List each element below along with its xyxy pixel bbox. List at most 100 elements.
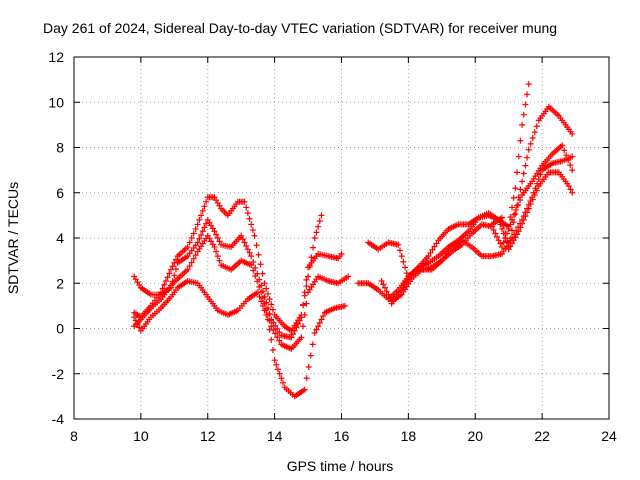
data-point: [196, 235, 203, 242]
data-point: [248, 253, 255, 260]
data-point: [497, 221, 504, 228]
data-point: [305, 273, 312, 280]
data-point: [509, 240, 516, 247]
data-point: [527, 140, 534, 147]
data-point: [132, 317, 139, 324]
series-9: [488, 169, 576, 253]
data-point: [303, 375, 310, 382]
data-point: [433, 240, 440, 247]
data-point: [499, 244, 505, 251]
data-point: [535, 176, 542, 183]
data-point: [266, 296, 273, 303]
data-point: [190, 255, 197, 262]
data-point: [505, 246, 512, 253]
series-1: [131, 194, 325, 334]
data-point: [244, 210, 251, 217]
y-axis-label: SDTVAR / TECUs: [5, 182, 21, 294]
data-point: [385, 291, 392, 298]
data-point: [303, 276, 310, 283]
data-point: [303, 283, 310, 290]
data-point: [307, 352, 314, 359]
data-point: [520, 216, 527, 223]
data-point: [514, 202, 521, 209]
data-point: [252, 273, 259, 280]
data-point: [561, 147, 568, 154]
data-point: [246, 249, 253, 256]
data-point: [199, 207, 206, 214]
y-tick-label: 10: [48, 94, 64, 110]
data-point: [259, 294, 266, 301]
data-point: [509, 216, 516, 223]
data-point: [522, 213, 529, 220]
data-point: [194, 221, 201, 228]
data-point: [403, 270, 410, 277]
data-point: [513, 206, 520, 213]
data-point: [517, 196, 524, 203]
data-point: [431, 243, 438, 250]
data-point: [276, 337, 283, 344]
data-point: [279, 379, 286, 386]
series-3: [131, 232, 352, 352]
data-point: [569, 167, 576, 174]
data-point: [308, 254, 315, 261]
data-point: [250, 258, 257, 265]
data-point: [298, 334, 305, 341]
y-tick-label: -2: [52, 366, 65, 382]
x-tick-label: 10: [133, 428, 149, 444]
data-point: [239, 236, 246, 243]
y-tick-label: 0: [56, 321, 64, 337]
data-point: [201, 203, 208, 210]
data-point: [383, 288, 390, 295]
data-point: [515, 201, 522, 208]
x-tick-label: 14: [267, 428, 283, 444]
data-point: [268, 323, 275, 330]
data-point: [300, 323, 307, 330]
data-point: [509, 204, 516, 211]
data-point: [565, 182, 572, 189]
x-tick-label: 8: [70, 428, 78, 444]
data-point: [510, 194, 517, 201]
data-point: [190, 230, 197, 237]
data-point: [380, 281, 387, 288]
data-point: [192, 225, 199, 232]
data-point: [251, 232, 258, 239]
grid-lines: [74, 57, 609, 419]
data-point: [263, 285, 270, 292]
data-point: [300, 301, 307, 308]
data-point: [318, 212, 325, 219]
data-point: [525, 146, 532, 153]
data-point: [301, 311, 308, 318]
x-tick-label: 24: [601, 428, 617, 444]
data-point: [381, 284, 388, 291]
data-point: [186, 263, 193, 270]
data-point: [395, 241, 402, 248]
data-point: [559, 142, 566, 149]
data-point: [263, 311, 270, 318]
data-point: [512, 185, 519, 192]
data-point: [256, 283, 263, 290]
data-point: [529, 134, 536, 141]
data-point: [397, 247, 404, 254]
data-point: [311, 235, 318, 241]
data-point: [490, 227, 497, 234]
x-tick-label: 16: [334, 428, 350, 444]
data-points: [131, 81, 576, 400]
data-point: [171, 272, 178, 279]
data-point: [298, 314, 305, 321]
data-point: [517, 137, 524, 144]
data-point: [310, 244, 317, 251]
y-tick-label: 4: [56, 230, 64, 246]
data-point: [216, 238, 223, 245]
data-point: [214, 253, 221, 260]
data-point: [273, 361, 280, 368]
data-point: [517, 224, 524, 231]
data-point: [131, 314, 138, 321]
data-point: [198, 231, 205, 238]
data-point: [569, 153, 576, 160]
data-point: [248, 262, 255, 269]
data-point: [537, 171, 544, 178]
data-point: [507, 221, 514, 228]
data-point: [429, 246, 436, 253]
data-point: [266, 326, 273, 333]
